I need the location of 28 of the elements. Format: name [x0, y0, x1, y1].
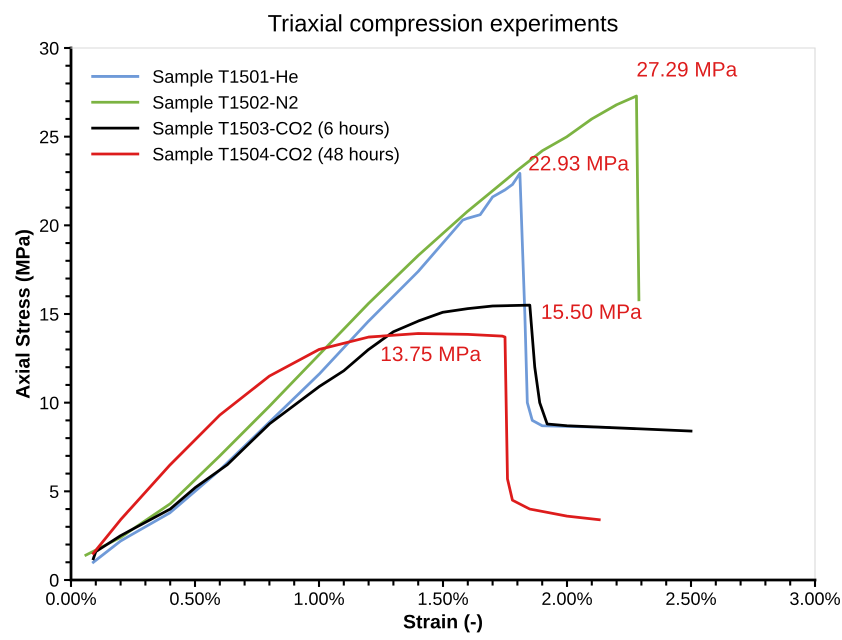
y-tick-label: 25 [40, 130, 58, 144]
y-tick-label: 10 [40, 396, 58, 410]
line-series [92, 304, 692, 560]
chart-title: Triaxial compression experiments [268, 14, 618, 36]
x-tick-label: 1.00% [294, 592, 344, 606]
x-tick-label: 0.00% [46, 592, 96, 606]
y-axis-title: Axial Stress (MPa) [15, 230, 34, 398]
x-tick-label: 1.50% [418, 592, 468, 606]
line-series [92, 332, 601, 555]
x-tick-label: 0.50% [170, 592, 220, 606]
annotation: 13.75 MPa [382, 346, 482, 362]
y-tick-label: 0 [50, 574, 58, 587]
legend-label: Sample T1504-CO2 (48 hours) [153, 147, 399, 164]
line-series [84, 94, 640, 557]
y-tick-label: 15 [40, 308, 58, 321]
x-tick-label: 2.50% [666, 592, 716, 606]
annotation: 22.93 MPa [529, 156, 629, 171]
x-axis-title: Strain (-) [404, 614, 482, 632]
legend-label: Sample T1501-He [153, 70, 298, 86]
y-tick-label: 5 [50, 485, 58, 498]
y-tick-label: 30 [40, 42, 58, 55]
annotation: 27.29 MPa [637, 62, 738, 77]
x-tick-label: 3.00% [790, 592, 840, 606]
annotation: 15.50 MPa [542, 304, 642, 320]
legend-label: Sample T1502-N2 [153, 96, 298, 112]
x-tick-label: 2.00% [542, 592, 592, 606]
legend-label: Sample T1503-CO2 (6 hours) [153, 121, 389, 138]
y-tick-label: 20 [40, 219, 58, 232]
